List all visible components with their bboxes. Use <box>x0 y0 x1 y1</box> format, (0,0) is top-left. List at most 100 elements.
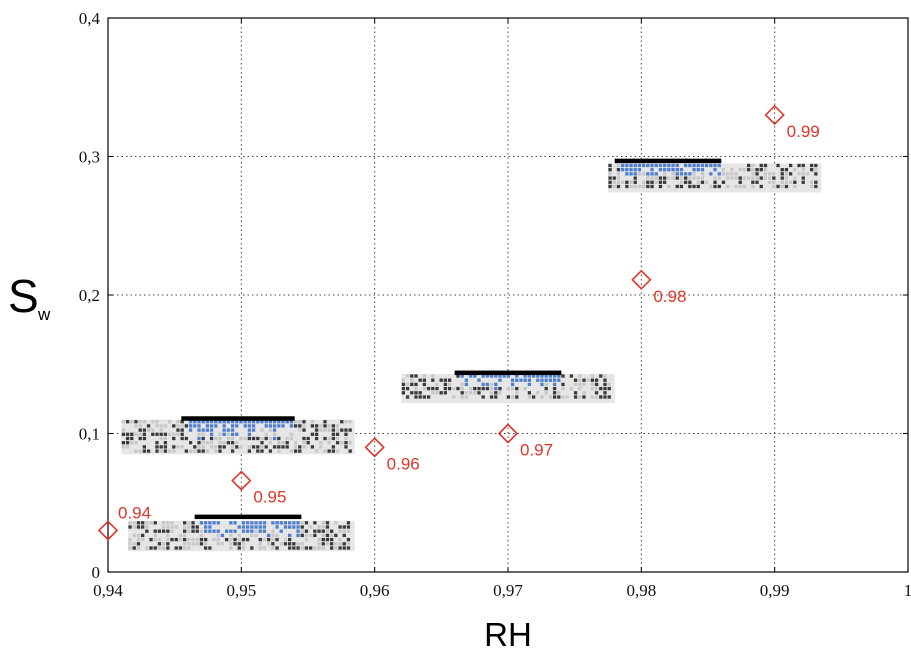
inset-pixel <box>460 382 464 387</box>
inset-pixel <box>163 436 168 441</box>
inset-pixel <box>684 172 688 176</box>
inset-pixel <box>784 172 789 176</box>
inset-pixel <box>705 163 709 168</box>
inset-pixel <box>163 445 168 449</box>
inset-pixel <box>646 163 650 168</box>
inset-pixel <box>172 424 176 428</box>
inset-pixel <box>230 449 235 453</box>
inset-pixel <box>789 172 793 176</box>
inset-pixel <box>594 386 599 391</box>
inset-pixel <box>222 432 226 436</box>
inset-pixel <box>254 525 258 529</box>
inset-pixel <box>348 420 352 424</box>
inset-pixel <box>751 172 755 176</box>
inset-pixel <box>149 537 153 542</box>
inset-pixel <box>237 542 241 546</box>
inset-pixel <box>642 180 646 184</box>
inset-pixel <box>275 533 279 538</box>
inset-pixel <box>759 184 763 189</box>
inset-pixel <box>625 163 629 168</box>
inset-pixel <box>700 168 705 172</box>
inset-pixel <box>254 533 258 538</box>
inset-pixel <box>155 441 159 445</box>
inset-pixel <box>155 424 159 428</box>
inset-pixel <box>298 449 302 453</box>
inset-pixel <box>747 168 751 172</box>
inset-pixel <box>658 163 663 168</box>
inset-pixel <box>288 521 292 525</box>
inset-pixel <box>582 395 586 399</box>
inset-pixel <box>268 420 273 424</box>
inset-pixel <box>125 436 130 441</box>
inset-pixel <box>247 436 252 441</box>
inset-pixel <box>239 420 243 424</box>
inset-pixel <box>629 180 633 184</box>
inset-pixel <box>418 378 422 382</box>
inset-pixel <box>625 184 629 189</box>
inset-pixel <box>344 441 348 445</box>
inset-pixel <box>187 529 191 533</box>
inset-pixel <box>536 378 540 382</box>
inset-pixel <box>296 546 300 550</box>
inset-pixel <box>650 168 654 172</box>
inset-pixel <box>650 184 654 189</box>
inset-pixel <box>616 180 621 184</box>
y-tick-label: 0,3 <box>79 148 100 167</box>
inset-pixel <box>170 525 174 529</box>
inset-pixel <box>801 172 805 176</box>
inset-pixel <box>590 378 595 382</box>
inset-pixel <box>523 374 527 378</box>
inset-pixel <box>443 391 448 395</box>
inset-pixel <box>527 374 532 378</box>
inset-pixel <box>439 378 443 382</box>
inset-pixel <box>780 176 784 180</box>
inset-pixel <box>607 386 611 391</box>
inset-pixel <box>692 168 696 172</box>
inset-pixel <box>166 529 170 533</box>
inset-pixel <box>335 432 340 436</box>
inset-pixel <box>776 184 780 189</box>
inset-pixel <box>751 168 755 172</box>
inset-pixel <box>506 374 511 378</box>
inset-pixel <box>304 546 309 550</box>
inset-pixel <box>578 382 582 387</box>
inset-pixel <box>145 525 149 529</box>
data-point-marker <box>231 470 252 491</box>
inset-pixel <box>810 180 814 184</box>
inset-pixel <box>128 525 132 529</box>
inset-pixel <box>268 436 273 441</box>
data-points: 0.94 0.95 0.96 0.97 0.98 0.99 <box>97 104 820 541</box>
inset-pixel <box>401 378 406 382</box>
inset-pixel <box>344 445 348 449</box>
inset-pixel <box>447 382 452 387</box>
inset-pixel <box>149 546 153 550</box>
inset-pixel <box>321 533 325 538</box>
inset-pixel <box>667 163 671 168</box>
inset-pixel <box>188 424 193 428</box>
inset-pixel <box>250 546 254 550</box>
inset-pixel <box>283 525 288 529</box>
inset-pixel <box>277 445 281 449</box>
inset-pixel <box>552 378 557 382</box>
inset-pixel <box>323 436 327 441</box>
inset-pixel <box>271 537 275 542</box>
inset-pixel <box>256 420 260 424</box>
inset-pixel <box>293 449 298 453</box>
inset-pixel <box>464 382 469 387</box>
inset-pixel <box>314 449 319 453</box>
inset-pixel <box>233 521 237 525</box>
inset-pixel <box>654 163 658 168</box>
inset-pixel <box>235 441 239 445</box>
inset-pixel <box>239 445 243 449</box>
inset-pixel <box>692 163 696 168</box>
inset-pixel <box>498 378 502 382</box>
inset-pixel <box>557 378 561 382</box>
y-tick-label: 0,1 <box>79 425 100 444</box>
inset-pixel <box>540 395 544 399</box>
inset-pixel <box>250 525 254 529</box>
inset-pixel <box>283 537 288 542</box>
inset-pixel <box>607 382 611 387</box>
inset-pixel <box>197 424 201 428</box>
inset-pixel <box>283 542 288 546</box>
inset-pixel <box>663 168 667 172</box>
